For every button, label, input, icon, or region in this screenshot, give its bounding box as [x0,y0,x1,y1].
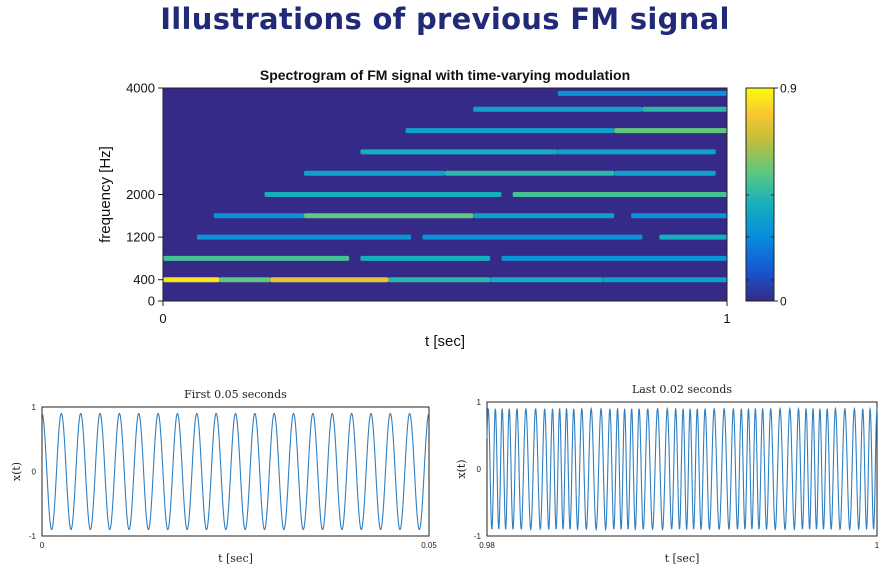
y-tick-label: 1200 [126,230,155,245]
first-wave-x-tick-label: 0.05 [421,541,437,550]
spectrogram-band [196,234,412,240]
spectrogram-band [490,277,603,283]
last-wave-title: Last 0.02 seconds [632,383,732,396]
spectrogram-band [270,277,389,283]
spectrogram-band [360,149,558,155]
spectrogram-band [614,128,727,134]
spectrogram-band [405,128,615,134]
spectrogram-band [213,213,304,219]
last-wave-xlabel: t [sec] [665,552,700,565]
spectrogram-band [557,149,716,155]
spectrogram-band [304,213,474,219]
x-tick-label: 1 [723,311,730,326]
first-wave-y-tick-label: -1 [29,532,37,541]
x-tick-label: 0 [159,311,166,326]
spectrogram-xlabel: t [sec] [425,333,465,350]
spectrogram-band [219,277,271,283]
last-wave-y-tick-label: -1 [474,532,482,541]
last-wave-y-tick-label: 0 [477,465,482,474]
y-tick-label: 4000 [126,81,155,96]
colorbar [745,87,775,302]
first-wave-x-tick-label: 0 [40,541,45,550]
spectrogram-band [163,277,220,283]
spectrogram-band [501,255,727,261]
spectrogram-band [512,192,727,197]
first-wave-y-tick-label: 1 [32,403,37,412]
last-wave-y-tick-label: 1 [477,398,482,407]
spectrogram-band [422,234,643,240]
colorbar-tick-label: 0 [780,295,787,309]
first-wave-y-tick-label: 0 [32,468,37,477]
y-tick-label: 0 [148,294,155,309]
first-wave-xlabel: t [sec] [218,552,253,565]
spectrogram-band [642,106,727,112]
spectrogram-band [473,106,643,112]
last-wave-line [486,406,878,532]
last-wave-x-tick-label: 1 [875,541,880,550]
spectrogram-band [557,90,727,96]
spectrogram-band [388,277,491,283]
first-wave-ylabel: x(t) [10,462,23,481]
spectrogram-band [631,213,727,219]
spectrogram-band [445,170,615,176]
spectrogram-band [360,255,491,261]
spectrogram-band [614,170,716,176]
spectrogram-title: Spectrogram of FM signal with time-varyi… [260,67,630,83]
slide-title: Illustrations of previous FM signal [160,2,730,36]
spectrogram-band [602,277,727,283]
spectrogram-band [304,170,445,176]
first-wave-title: First 0.05 seconds [184,388,287,401]
y-tick-label: 400 [133,272,155,287]
spectrogram-ylabel: frequency [Hz] [97,146,114,243]
spectrogram-band [473,213,615,219]
spectrogram-band [163,255,350,261]
spectrogram-band [659,234,727,240]
spectrogram-band [264,192,502,197]
first-wave-line [41,412,430,531]
last-wave-ylabel: x(t) [455,459,468,478]
y-tick-label: 2000 [126,187,155,202]
colorbar-tick-label: 0.9 [780,82,797,96]
first-wave-frame [41,406,430,537]
last-wave-x-tick-label: 0.98 [479,541,495,550]
